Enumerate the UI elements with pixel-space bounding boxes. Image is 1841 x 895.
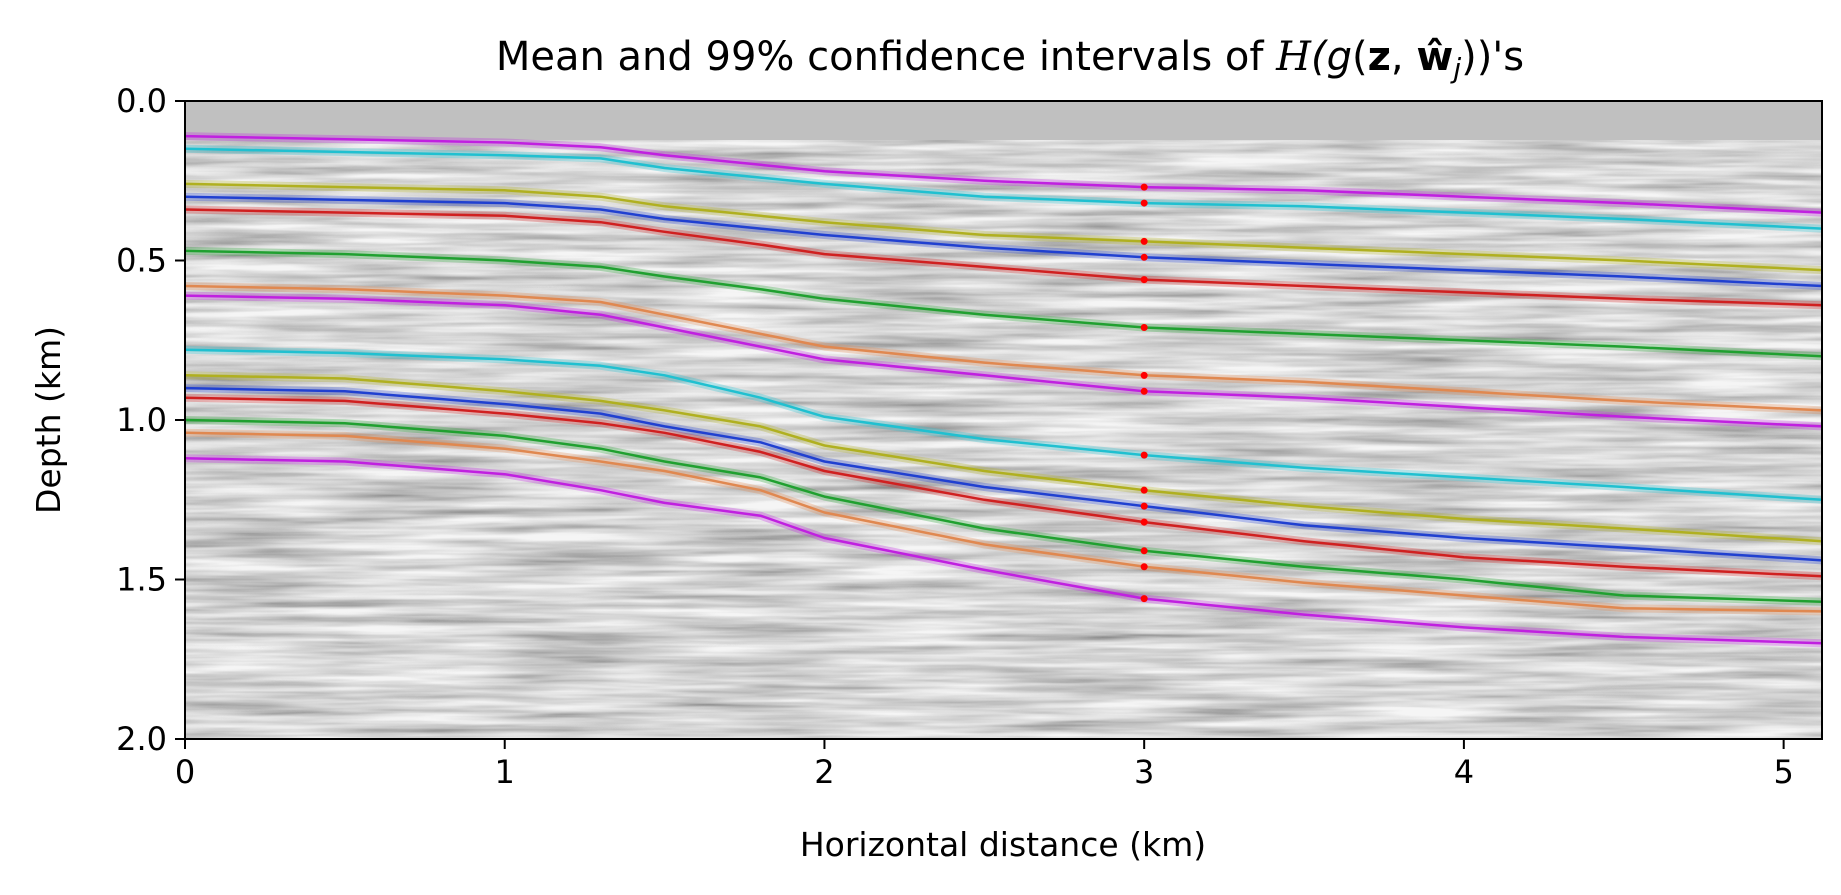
x-tick-label: 2 — [814, 753, 834, 791]
y-tick-label: 0.0 — [116, 82, 167, 120]
y-tick-label: 1.5 — [116, 561, 167, 599]
x-tick-label: 4 — [1454, 753, 1474, 791]
series-15-mean-line — [185, 457, 1822, 645]
series-8-mean-line — [185, 294, 1822, 428]
x-axis-label: Horizontal distance (km) — [800, 825, 1206, 864]
marker-point-8 — [1140, 387, 1148, 395]
x-tick-label: 5 — [1773, 753, 1793, 791]
series-2-mean-line — [185, 147, 1822, 230]
marker-point-9 — [1140, 451, 1148, 459]
chart-title: Mean and 99% confidence intervals of H(g… — [496, 34, 1524, 85]
y-tick-label: 0.5 — [116, 242, 167, 280]
x-tick-label: 1 — [495, 753, 515, 791]
series-3-mean-line — [185, 182, 1822, 272]
series-14-mean-line — [185, 431, 1822, 613]
seismic-texture — [185, 140, 1822, 739]
series-10-mean-line — [185, 374, 1822, 543]
y-tick-label: 1.0 — [116, 401, 167, 439]
marker-point-6 — [1140, 323, 1148, 331]
series-6-mean-line — [185, 249, 1822, 358]
series-5-mean-line — [185, 208, 1822, 307]
marker-point-14 — [1140, 563, 1148, 571]
plot-area — [184, 100, 1823, 740]
marker-point-2 — [1140, 199, 1148, 207]
marker-point-13 — [1140, 547, 1148, 555]
y-tick-label: 2.0 — [116, 720, 167, 758]
x-axis: 0 1 2 3 4 5 — [175, 739, 1794, 791]
x-tick-label: 3 — [1134, 753, 1154, 791]
marker-point-10 — [1140, 486, 1148, 494]
marker-point-7 — [1140, 371, 1148, 379]
marker-point-3 — [1140, 237, 1148, 245]
series-9-mean-line — [185, 348, 1822, 502]
marker-point-15 — [1140, 595, 1148, 603]
y-axis: 0.0 0.5 1.0 1.5 2.0 — [116, 82, 185, 758]
series-7-mean-line — [185, 284, 1822, 412]
series-13-mean-line — [185, 418, 1822, 604]
marker-point-5 — [1140, 276, 1148, 284]
marker-point-4 — [1140, 253, 1148, 261]
marker-point-1 — [1140, 183, 1148, 191]
series-4-mean-line — [185, 195, 1822, 288]
x-tick-label: 0 — [175, 753, 195, 791]
series-1-mean-line — [185, 134, 1822, 214]
series-11-mean-line — [185, 386, 1822, 562]
marker-point-12 — [1140, 518, 1148, 526]
series-12-mean-line — [185, 396, 1822, 578]
marker-point-11 — [1140, 502, 1148, 510]
y-axis-label: Depth (km) — [29, 326, 68, 514]
